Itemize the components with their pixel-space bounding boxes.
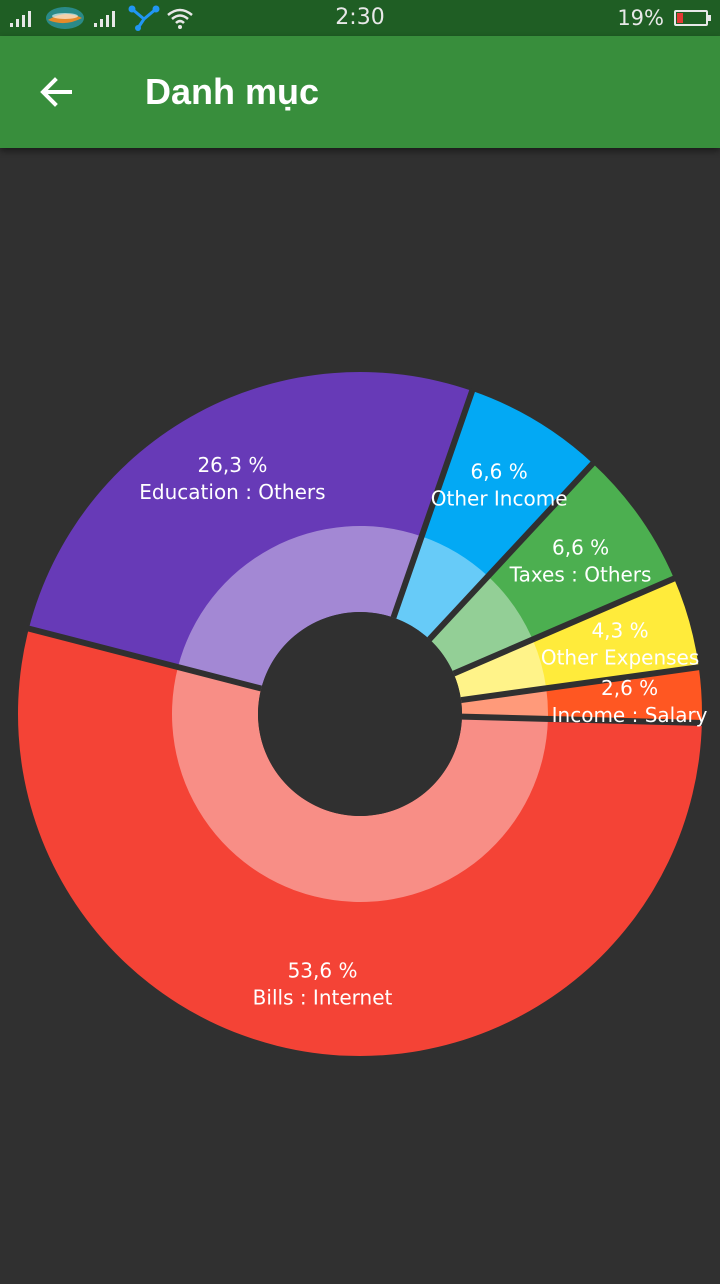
slice-separator — [460, 663, 702, 704]
slice-label-income-salary: Income : Salary — [552, 703, 708, 727]
slice-separator — [452, 574, 678, 677]
donut-hole — [258, 612, 462, 816]
pie-slice-other-income[interactable] — [393, 390, 593, 640]
battery-icon — [674, 10, 711, 26]
slice-label-bills-internet: Bills : Internet — [253, 985, 393, 1009]
donut-chart: 53,6 % Bills : Internet 26,3 % Education : … — [18, 371, 708, 1056]
chart-container: 53,6 % Bills : Internet 26,3 % Education : … — [0, 148, 720, 1280]
slice-percent-other-income: 6,6 % — [471, 460, 528, 484]
slice-label-other-income: Other Income — [431, 487, 568, 511]
pie-slice-highlight-income-salary — [461, 688, 548, 719]
wifi-icon — [167, 8, 193, 29]
status-icons-left — [8, 4, 194, 32]
pie-slice-income-salary[interactable] — [461, 667, 702, 723]
status-icons-right: 19% — [617, 0, 711, 36]
pie-slice-highlight-bills-internet — [171, 667, 548, 903]
pie-slice-taxes-others[interactable] — [429, 463, 675, 674]
pie-slice-education-others[interactable] — [28, 371, 473, 689]
status-time: 2:30 — [335, 5, 385, 30]
slice-label-education-others: Education : Others — [139, 480, 325, 504]
slice-separator — [390, 388, 476, 619]
app-bar: Danh mục — [0, 36, 720, 148]
battery-percent: 19% — [617, 6, 664, 30]
slice-percent-income-salary: 2,6 % — [601, 676, 658, 700]
share-icon — [128, 5, 160, 31]
slice-separator — [26, 625, 262, 692]
slice-percent-education-others: 26,3 % — [197, 453, 267, 477]
slice-label-other-expenses: Other Expenses — [541, 645, 699, 669]
status-bar: 2:30 19% — [0, 0, 720, 36]
pie-slice-highlight-other-expenses — [453, 639, 547, 701]
page-title: Danh mục — [145, 71, 320, 112]
slice-separator — [461, 713, 704, 727]
carrier-logo — [46, 7, 84, 29]
signal-icon — [94, 11, 115, 27]
signal-icon — [10, 11, 31, 27]
pie-slice-highlight-other-income — [393, 536, 488, 640]
slice-separator — [427, 459, 597, 642]
slice-percent-taxes-others: 6,6 % — [552, 535, 609, 559]
slice-percent-other-expenses: 4,3 % — [591, 618, 648, 642]
slice-percent-bills-internet: 53,6 % — [288, 958, 358, 982]
back-button[interactable] — [28, 64, 84, 120]
arrow-back-icon — [40, 77, 72, 107]
pie-slice-bills-internet[interactable] — [18, 628, 702, 1056]
pie-slice-other-expenses[interactable] — [453, 578, 699, 701]
slice-label-taxes-others: Taxes : Others — [509, 562, 652, 586]
pie-slice-highlight-education-others — [177, 526, 422, 689]
